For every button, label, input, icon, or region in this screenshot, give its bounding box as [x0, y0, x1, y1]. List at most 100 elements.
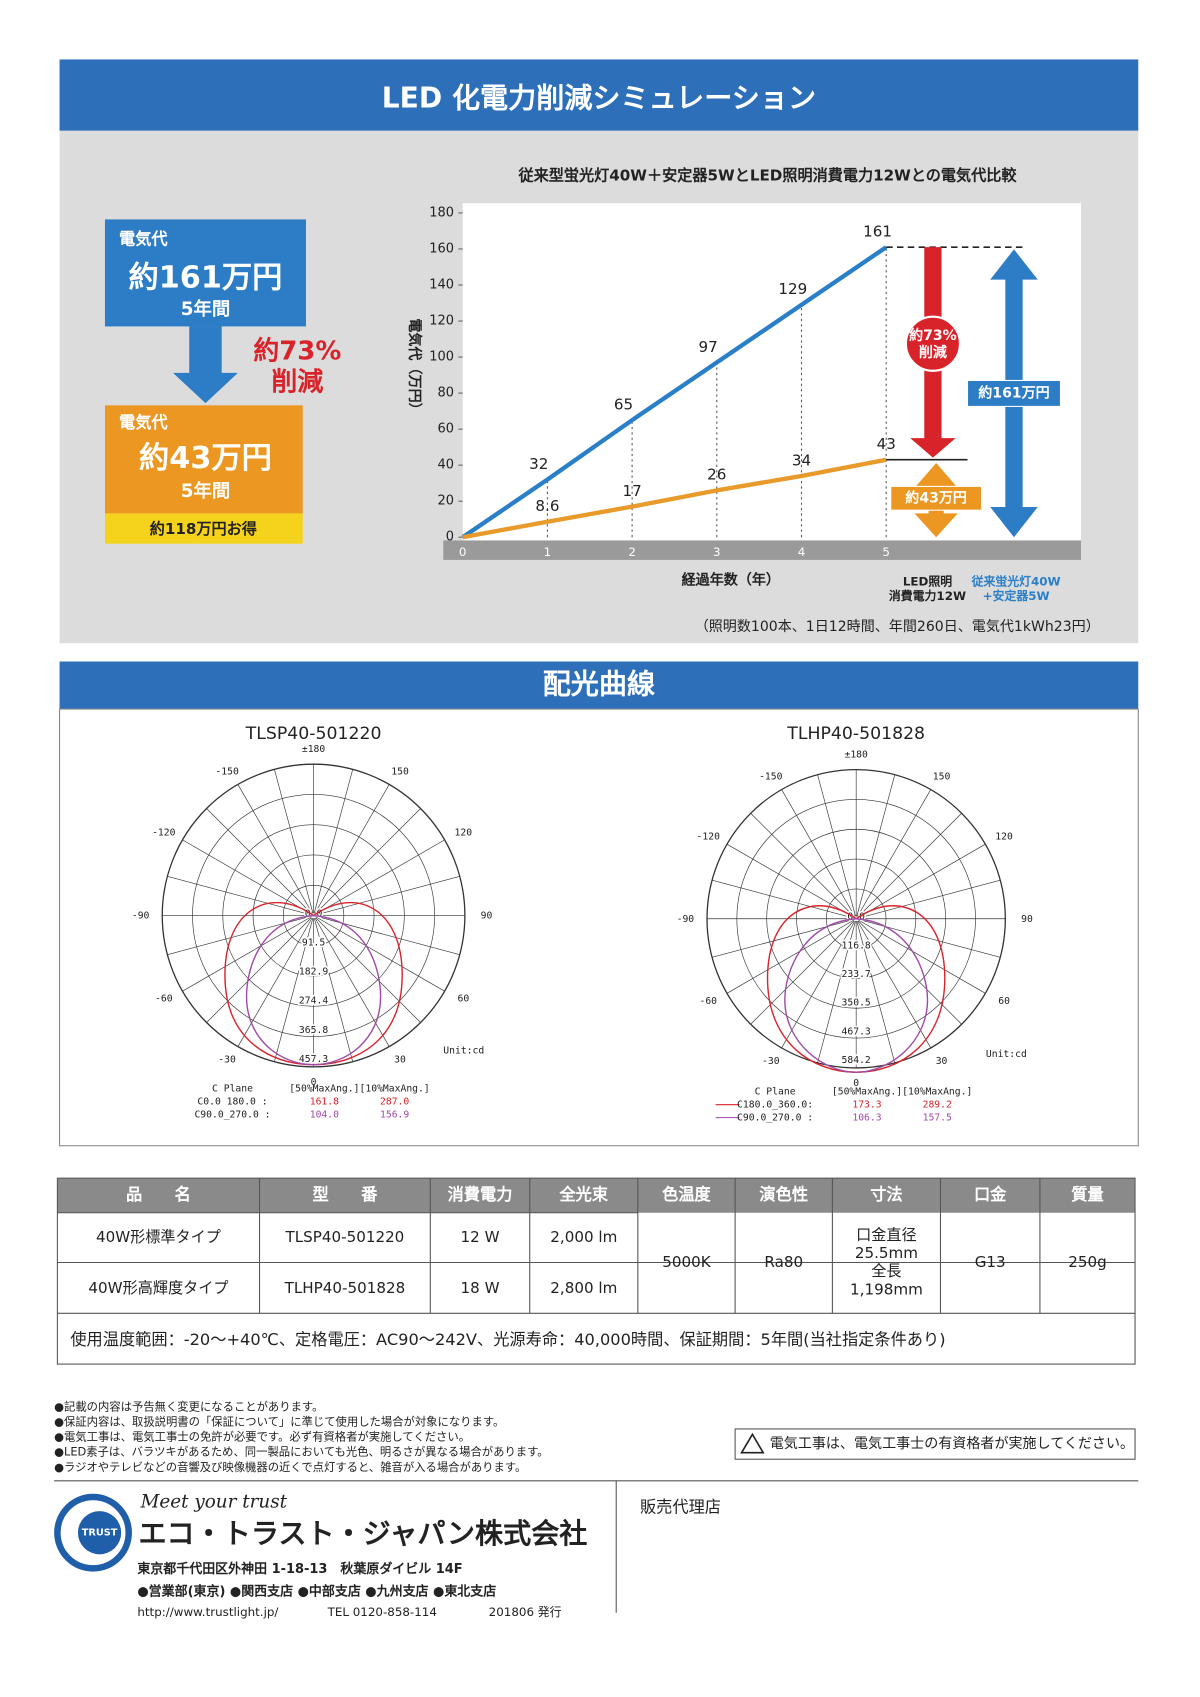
x-tick-label: 0 [459, 545, 467, 559]
polar-spoke [313, 915, 390, 1047]
table-frame [56, 1177, 1136, 1365]
dealer-label: 販売代理店 [640, 1497, 721, 1516]
polar-spoke [313, 915, 354, 1062]
x-tick-label: 3 [713, 545, 721, 559]
shared-cell: 口金直径 25.5mm 全長 1,198mm [850, 1225, 923, 1297]
angle-label: -30 [218, 1055, 236, 1066]
header-row [57, 1178, 1136, 1213]
angle-label: -90 [677, 914, 695, 925]
legend-header: [10%MaxAng.] [902, 1087, 972, 1098]
header-cell: 質量 [1071, 1185, 1103, 1204]
reduction-annotation: 約73%削減 [909, 327, 957, 361]
y-tick-label: 40 [438, 458, 455, 473]
radial-label: 233.7 [842, 969, 871, 980]
legend-cell: 156.9 [380, 1109, 409, 1120]
data-label: 26 [707, 466, 726, 484]
legend-cell: 106.3 [852, 1113, 881, 1124]
polar-spoke [313, 784, 390, 916]
before-label: 電気代 [119, 229, 168, 248]
assumption-note: （照明数100本、1日12時間、年間260日、電気代1kWh23円） [695, 619, 1100, 635]
header-cell: 品 名 [126, 1185, 191, 1204]
note-line: ●LED素子は、バラツキがあるため、同一製品においても光色、明るさが異なる場合が… [54, 1445, 548, 1459]
polar-spoke [855, 918, 962, 1025]
polar-plots: TLSP40-501220±180-150 150-120 120-90 90-60 6… [132, 724, 1033, 1124]
x-tick-label: 4 [798, 545, 806, 559]
table-cell: 12 W [461, 1228, 500, 1246]
radial-label: 584.2 [842, 1055, 871, 1066]
note-line: ●ラジオやテレビなどの音響及び映像機器の近くで点灯すると、雑音が入る場合がありま… [54, 1460, 526, 1474]
y-tick-label: 120 [429, 314, 454, 329]
curve-c90 [245, 914, 382, 1066]
x-tick-label: 1 [544, 545, 552, 559]
angle-label: 60 [457, 994, 469, 1005]
angle-label: 150 [391, 766, 409, 777]
angle-label: -60 [155, 994, 173, 1005]
polar-spoke [167, 876, 314, 916]
angle-label: -150 [215, 766, 239, 777]
radial-label: 457.3 [299, 1054, 328, 1065]
y-tick-label: 20 [438, 494, 455, 509]
radial-label: 0.0 [305, 908, 323, 919]
x-axis-title: 経過年数（年） [682, 571, 780, 588]
header-cell: 演色性 [759, 1185, 808, 1204]
radial-label: 182.9 [299, 967, 328, 978]
y-axis-title: 電気代（万円） [406, 318, 423, 416]
polar-spoke [855, 918, 932, 1049]
data-label: 43 [877, 435, 896, 453]
after-amount: 約43万円 [139, 441, 272, 476]
data-label: 97 [699, 338, 718, 356]
angle-label: 120 [455, 827, 473, 838]
data-label: 34 [792, 451, 811, 469]
y-tick-label: 180 [429, 205, 454, 220]
polar-spoke [274, 915, 314, 1062]
logo-text: TRUST [82, 1528, 118, 1539]
angle-label: -90 [132, 911, 150, 922]
angle-label: -120 [152, 827, 176, 838]
section-title: LED 化電力削減シミュレーション [382, 81, 816, 114]
angle-label: 120 [995, 832, 1013, 843]
radial-label: 91.5 [302, 937, 326, 948]
unit-label: Unit:cd [443, 1046, 484, 1057]
polar-spoke [750, 813, 857, 919]
legend-header: [50%MaxAng.] [832, 1087, 902, 1098]
angle-label: 90 [1021, 914, 1033, 925]
section-title: 配光曲線 [543, 667, 655, 700]
after-box [104, 405, 303, 514]
legend-entry: 従来蛍光灯40W +安定器5W [971, 574, 1061, 602]
polar-spoke [712, 879, 857, 920]
y-tick-label: 80 [438, 386, 455, 401]
polar-spoke [855, 813, 962, 919]
x-axis-band [443, 540, 1081, 560]
led-annotation: 約43万円 [905, 489, 967, 506]
data-label: 8.6 [535, 497, 559, 515]
polar-spoke [855, 774, 896, 919]
polar-spoke [313, 915, 421, 1023]
angle-label: 90 [481, 911, 493, 922]
series-line [462, 457, 887, 540]
polar-spoke [206, 808, 314, 916]
y-tick-label: 160 [429, 241, 454, 256]
shared-cell: 250g [1068, 1253, 1106, 1271]
address: 東京都千代田区外神田 1-18-13 秋葉原ダイビル 14F [137, 1561, 462, 1577]
table-cell: 18 W [461, 1279, 500, 1297]
radial-label: 0.0 [847, 912, 865, 923]
x-tick-label: 5 [882, 545, 890, 559]
radial-label: 365.8 [299, 1025, 328, 1036]
polar-spoke [237, 915, 314, 1047]
table-cell: TLHP40-501828 [284, 1279, 406, 1297]
polar-spoke [237, 784, 314, 916]
chart-title: 従来型蛍光灯40W＋安定器5WとLED照明消費電力12Wとの電気代比較 [518, 167, 1018, 185]
branches: ●営業部(東京) ●関西支店 ●中部支店 ●九州支店 ●東北支店 [137, 1584, 496, 1600]
polar-spoke [817, 774, 857, 919]
polar-spoke [313, 769, 354, 916]
legend-header: C Plane [212, 1083, 253, 1094]
data-label: 32 [529, 455, 548, 473]
polar-spoke [206, 915, 314, 1023]
after-period: 5年間 [181, 480, 231, 502]
header-cell: 色温度 [662, 1185, 711, 1204]
radial-label: 274.4 [299, 996, 328, 1007]
angle-label: -60 [699, 996, 717, 1007]
angle-label: 30 [394, 1055, 406, 1066]
